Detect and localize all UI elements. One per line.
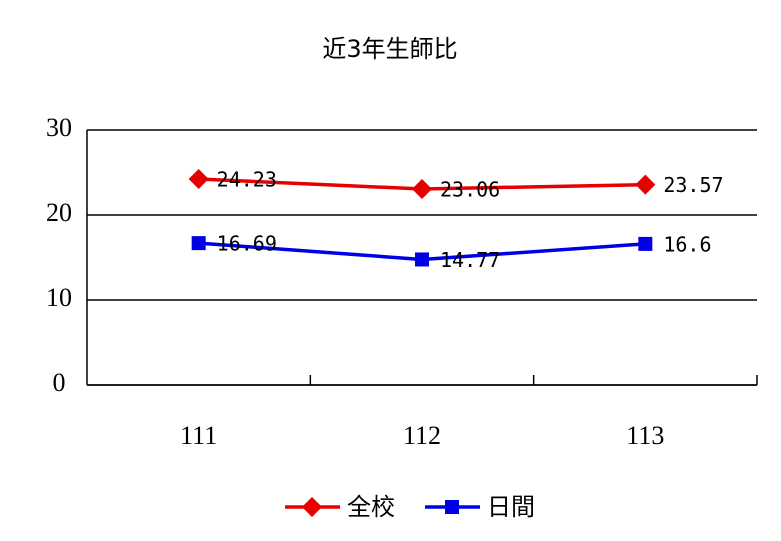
data-label: 23.06 xyxy=(440,177,500,201)
data-label: 16.6 xyxy=(663,232,711,256)
legend-label: 日間 xyxy=(487,493,535,521)
data-label: 24.23 xyxy=(217,168,277,192)
data-point xyxy=(635,174,656,195)
data-point xyxy=(412,178,432,199)
chart-title: 近3年生師比 xyxy=(322,35,457,63)
legend-marker xyxy=(445,500,459,514)
data-point xyxy=(191,236,206,251)
data-label: 14.77 xyxy=(440,248,500,272)
y-tick-label: 0 xyxy=(53,368,66,397)
data-point xyxy=(638,236,653,251)
legend-entry: 全校 xyxy=(285,493,395,521)
y-tick-label: 20 xyxy=(46,198,72,227)
legend-label: 全校 xyxy=(347,493,395,521)
data-point xyxy=(188,169,209,190)
data-label: 23.57 xyxy=(663,173,723,197)
data-point xyxy=(415,252,429,267)
x-tick-label: 113 xyxy=(626,421,664,450)
x-tick-label: 112 xyxy=(403,421,441,450)
data-label: 16.69 xyxy=(217,232,277,256)
legend-marker xyxy=(302,497,322,517)
y-tick-label: 10 xyxy=(46,283,72,312)
y-tick-label: 30 xyxy=(46,113,72,142)
legend-entry: 日間 xyxy=(425,493,535,521)
x-tick-label: 111 xyxy=(180,421,217,450)
